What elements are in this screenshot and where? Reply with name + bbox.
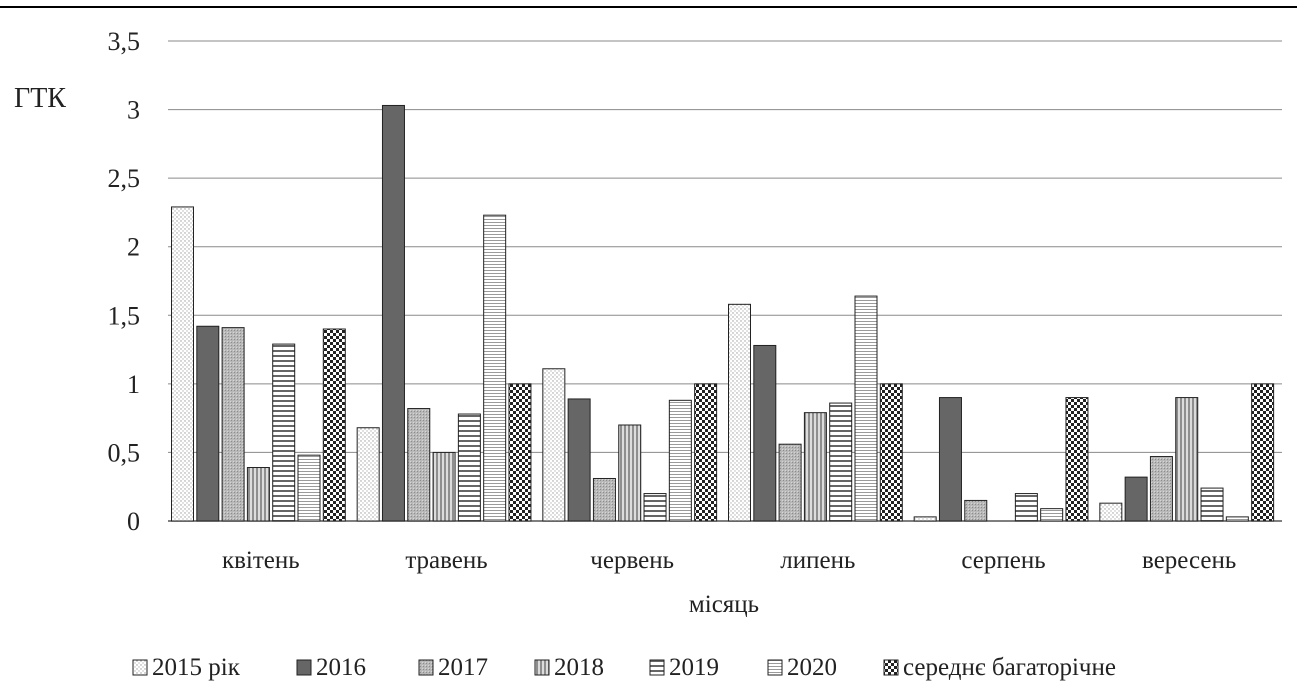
bar-6-вересень [1225,516,1249,522]
legend-label: 2018 [554,654,604,681]
bar-5-серпень [1014,493,1038,522]
bar-3-липень [778,443,802,522]
category-label: червень [590,547,674,574]
legend-swatch [132,659,148,676]
legend-swatch [418,659,434,676]
bars [171,104,1275,522]
legend-label: середнє багаторічне [903,654,1116,681]
bar-2-квітень [196,325,220,522]
legend-swatch [883,659,899,676]
bar-2-вересень [1124,476,1148,522]
bar-2-липень [753,344,777,522]
bar-7-червень [694,383,718,522]
bar-1-червень [542,368,566,522]
bar-7-квітень [322,328,346,522]
bar-3-травень [407,408,431,522]
bar-7-вересень [1251,383,1275,522]
y-axis-ticks: 0 0,5 1 1,5 2 2,5 3 3,5 [108,27,141,536]
bar-6-травень [483,214,507,522]
bar-1-квітень [171,206,194,522]
x-axis-label: місяць [689,591,759,618]
legend-label: 2017 [438,654,488,681]
bar-5-травень [457,413,481,522]
bar-4-травень [432,451,456,522]
y-tick-label: 2 [127,233,140,262]
legend-swatch [767,659,783,676]
bar-4-вересень [1175,397,1199,522]
legend-label: 2015 рік [152,654,241,681]
bar-5-липень [829,402,853,522]
category-label: серпень [961,547,1045,574]
bar-5-вересень [1200,487,1224,522]
bar-2-червень [567,398,591,522]
bar-4-червень [618,424,642,522]
y-tick-label: 0 [127,507,140,536]
y-tick-label: 1,5 [108,301,141,330]
y-axis-label: ГТК [14,83,66,114]
bar-1-травень [356,427,380,522]
category-label: липень [780,547,855,574]
y-tick-label: 1 [127,370,140,399]
legend: 2015 рік 2016 2017 2018 2019 2020 середнє бага… [132,654,1116,681]
legend-swatch [649,659,665,676]
x-axis: квітень травень червень липень серпень вересе… [222,547,1236,574]
bar-3-вересень [1149,456,1173,522]
legend-label: 2020 [787,654,837,681]
bar-1-вересень [1099,502,1123,522]
bar-3-квітень [221,327,245,522]
y-tick-label: 3 [127,96,140,125]
legend-label: 2019 [669,654,719,681]
bar-3-серпень [964,499,988,522]
bar-2-травень [381,104,405,522]
legend-swatch [296,659,312,676]
legend-swatch [534,659,550,676]
bar-5-квітень [272,343,296,522]
bar-3-червень [592,477,616,522]
bar-1-липень [728,303,751,522]
bar-6-липень [854,295,878,522]
gridlines [168,40,1282,522]
y-tick-label: 0,5 [108,438,141,467]
bar-7-серпень [1065,397,1089,522]
category-label: вересень [1142,547,1236,574]
y-tick-label: 3,5 [108,27,141,56]
bar-5-червень [643,493,667,522]
bar-4-квітень [246,467,270,522]
bar-1-серпень [913,516,937,522]
category-label: квітень [222,547,300,574]
y-tick-label: 2,5 [108,164,141,193]
bar-6-серпень [1040,508,1064,522]
legend-label: 2016 [316,654,366,681]
bar-6-червень [668,399,692,522]
bar-6-квітень [297,454,321,522]
bar-2-серпень [938,397,962,522]
category-label: травень [405,547,487,574]
bar-7-липень [879,383,903,522]
bar-4-липень [803,412,827,522]
bar-7-травень [508,383,532,522]
